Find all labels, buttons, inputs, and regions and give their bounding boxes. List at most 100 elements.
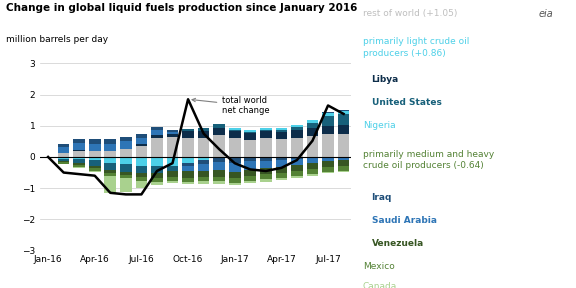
Bar: [166, 132, 179, 134]
Bar: [182, 138, 194, 157]
Text: Change in global liquid fuels production since January 2016: Change in global liquid fuels production…: [6, 3, 357, 13]
Text: United States: United States: [372, 98, 441, 107]
Bar: [244, 170, 256, 176]
Bar: [244, 161, 256, 170]
Bar: [213, 128, 225, 135]
Bar: [260, 168, 272, 175]
Bar: [182, 182, 194, 184]
Bar: [322, 172, 334, 173]
Bar: [120, 137, 132, 141]
Bar: [213, 157, 225, 162]
Bar: [73, 150, 85, 151]
Bar: [58, 147, 70, 153]
Bar: [120, 172, 132, 175]
Bar: [213, 170, 225, 177]
Bar: [104, 144, 116, 151]
Bar: [213, 162, 225, 170]
Bar: [182, 157, 194, 163]
Bar: [338, 114, 350, 125]
Bar: [213, 177, 225, 181]
Bar: [306, 120, 319, 123]
Bar: [104, 139, 116, 144]
Bar: [151, 127, 163, 130]
Bar: [151, 157, 163, 166]
Bar: [89, 168, 101, 171]
Bar: [291, 127, 303, 130]
Bar: [306, 136, 319, 157]
Bar: [120, 141, 132, 149]
Bar: [120, 179, 132, 192]
Bar: [213, 135, 225, 157]
Bar: [58, 158, 70, 161]
Bar: [135, 157, 147, 166]
Bar: [338, 134, 350, 157]
Bar: [291, 130, 303, 138]
Bar: [244, 181, 256, 183]
Bar: [166, 157, 179, 166]
Bar: [229, 131, 241, 138]
Bar: [89, 144, 101, 151]
Text: million barrels per day: million barrels per day: [6, 35, 108, 43]
Bar: [89, 157, 101, 160]
Bar: [338, 125, 350, 134]
Bar: [291, 176, 303, 178]
Bar: [338, 166, 350, 171]
Bar: [166, 130, 179, 132]
Bar: [229, 162, 241, 172]
Bar: [260, 138, 272, 157]
Bar: [260, 128, 272, 130]
Bar: [166, 181, 179, 183]
Text: Mexico: Mexico: [363, 262, 395, 271]
Bar: [151, 173, 163, 177]
Bar: [244, 157, 256, 161]
Bar: [151, 135, 163, 138]
Bar: [198, 164, 210, 171]
Text: rest of world (+1.05): rest of world (+1.05): [363, 9, 457, 18]
Bar: [322, 112, 334, 113]
Text: primarily light crude oil
producers (+0.86): primarily light crude oil producers (+0.…: [363, 37, 469, 58]
Bar: [182, 171, 194, 177]
Bar: [166, 166, 179, 171]
Bar: [198, 128, 210, 131]
Bar: [306, 157, 319, 158]
Text: Libya: Libya: [372, 75, 399, 84]
Bar: [89, 166, 101, 168]
Bar: [322, 157, 334, 161]
Bar: [166, 137, 179, 157]
Bar: [73, 143, 85, 150]
Bar: [151, 177, 163, 182]
Bar: [229, 157, 241, 162]
Bar: [338, 111, 350, 114]
Bar: [135, 173, 147, 177]
Bar: [322, 167, 334, 172]
Bar: [229, 183, 241, 185]
Bar: [89, 160, 101, 166]
Bar: [229, 128, 241, 130]
Bar: [182, 131, 194, 138]
Bar: [260, 157, 272, 161]
Bar: [275, 178, 287, 180]
Bar: [135, 166, 147, 173]
Bar: [151, 138, 163, 157]
Bar: [135, 138, 147, 145]
Text: primarily medium and heavy
crude oil producers (-0.64): primarily medium and heavy crude oil pro…: [363, 150, 494, 170]
Bar: [275, 132, 287, 139]
Bar: [58, 153, 70, 157]
Text: Saudi Arabia: Saudi Arabia: [372, 216, 437, 225]
Bar: [260, 131, 272, 138]
Bar: [58, 161, 70, 162]
Bar: [338, 157, 350, 160]
Bar: [104, 157, 116, 163]
Bar: [73, 157, 85, 160]
Bar: [182, 129, 194, 131]
Bar: [89, 139, 101, 144]
Bar: [229, 138, 241, 157]
Bar: [89, 171, 101, 172]
Bar: [275, 157, 287, 160]
Bar: [135, 145, 147, 146]
Bar: [291, 159, 303, 165]
Bar: [244, 132, 256, 133]
Bar: [198, 171, 210, 177]
Bar: [229, 130, 241, 131]
Bar: [291, 157, 303, 159]
